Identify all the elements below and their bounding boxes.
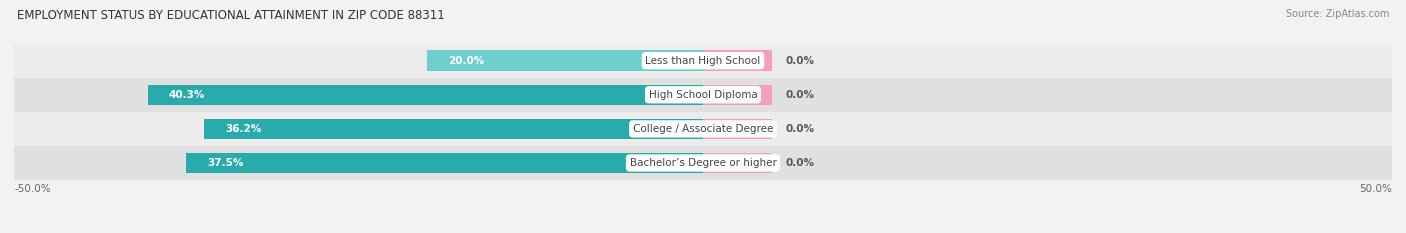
Text: 20.0%: 20.0% — [449, 56, 484, 66]
Bar — [703, 153, 772, 173]
Bar — [14, 78, 1392, 112]
Text: 0.0%: 0.0% — [786, 158, 814, 168]
Text: Source: ZipAtlas.com: Source: ZipAtlas.com — [1285, 9, 1389, 19]
Bar — [148, 85, 703, 105]
Text: -50.0%: -50.0% — [14, 184, 51, 194]
Text: EMPLOYMENT STATUS BY EDUCATIONAL ATTAINMENT IN ZIP CODE 88311: EMPLOYMENT STATUS BY EDUCATIONAL ATTAINM… — [17, 9, 444, 22]
Bar — [703, 119, 772, 139]
Text: Bachelor’s Degree or higher: Bachelor’s Degree or higher — [630, 158, 776, 168]
Text: 37.5%: 37.5% — [207, 158, 243, 168]
Bar — [204, 119, 703, 139]
Bar — [14, 44, 1392, 78]
Bar — [14, 112, 1392, 146]
Text: 40.3%: 40.3% — [169, 90, 205, 100]
Text: College / Associate Degree: College / Associate Degree — [633, 124, 773, 134]
Text: Less than High School: Less than High School — [645, 56, 761, 66]
Text: 0.0%: 0.0% — [786, 90, 814, 100]
Text: 0.0%: 0.0% — [786, 56, 814, 66]
Text: 36.2%: 36.2% — [225, 124, 262, 134]
Bar — [14, 146, 1392, 180]
Text: 50.0%: 50.0% — [1360, 184, 1392, 194]
Bar — [703, 51, 772, 71]
Bar — [703, 85, 772, 105]
Text: 0.0%: 0.0% — [786, 124, 814, 134]
Bar — [427, 51, 703, 71]
Bar — [186, 153, 703, 173]
Text: High School Diploma: High School Diploma — [648, 90, 758, 100]
Legend: In Labor Force, Unemployed: In Labor Force, Unemployed — [612, 231, 794, 233]
